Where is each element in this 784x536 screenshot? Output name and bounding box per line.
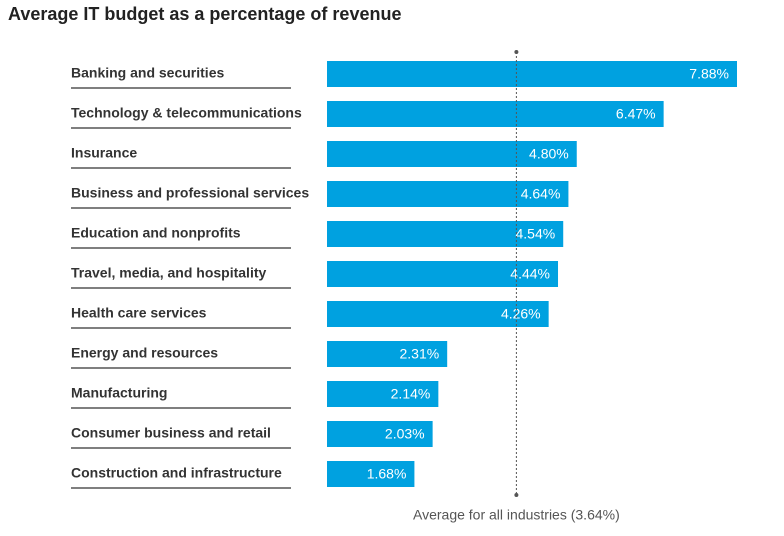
bar — [327, 221, 564, 247]
category-label: Consumer business and retail — [71, 425, 271, 441]
category-label: Business and professional services — [71, 185, 309, 201]
bar — [327, 461, 415, 487]
bar — [327, 61, 737, 87]
bar — [327, 421, 433, 447]
average-label: Average for all industries (3.64%) — [413, 507, 620, 523]
average-dot — [514, 493, 519, 497]
bar — [327, 181, 569, 207]
bar — [327, 261, 559, 287]
category-label: Technology & telecommunications — [71, 105, 302, 121]
value-label: 4.54% — [516, 226, 556, 242]
category-label: Construction and infrastructure — [71, 465, 282, 481]
value-label: 2.14% — [391, 386, 431, 402]
category-label: Education and nonprofits — [71, 225, 241, 241]
category-label: Health care services — [71, 305, 207, 321]
category-label: Insurance — [71, 145, 137, 161]
chart-title: Average IT budget as a percentage of rev… — [8, 4, 401, 24]
average-dot — [514, 50, 519, 54]
value-label: 6.47% — [616, 106, 656, 122]
bar — [327, 341, 448, 367]
category-label: Energy and resources — [71, 345, 218, 361]
value-label: 4.26% — [501, 306, 541, 322]
bar — [327, 101, 664, 127]
bar — [327, 381, 439, 407]
value-label: 2.03% — [385, 426, 425, 442]
category-label: Travel, media, and hospitality — [71, 265, 266, 281]
category-label: Banking and securities — [71, 65, 224, 81]
value-label: 4.44% — [510, 266, 550, 282]
category-label: Manufacturing — [71, 385, 167, 401]
value-label: 2.31% — [399, 346, 439, 362]
value-label: 4.80% — [529, 146, 569, 162]
bar — [327, 141, 577, 167]
value-label: 1.68% — [367, 466, 407, 482]
value-label: 7.88% — [689, 66, 729, 82]
value-label: 4.64% — [521, 186, 561, 202]
bar — [327, 301, 549, 327]
